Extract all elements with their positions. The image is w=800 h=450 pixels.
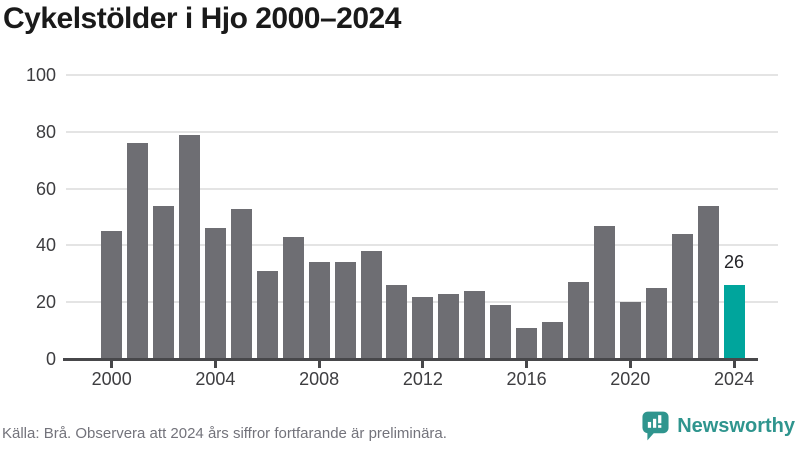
x-tick-label-2004: 2004 xyxy=(195,369,236,389)
footer: Källa: Brå. Observera att 2024 års siffr… xyxy=(0,408,800,450)
x-tick-2008 xyxy=(317,360,321,368)
bar-2020 xyxy=(619,302,641,359)
bar-2019 xyxy=(593,225,615,359)
bar-2001 xyxy=(127,143,149,359)
gridline-100 xyxy=(66,74,778,76)
bar-2008 xyxy=(308,262,330,359)
bar-2007 xyxy=(282,236,304,359)
x-tick-label-2008: 2008 xyxy=(299,369,340,389)
x-tick-2016 xyxy=(525,360,529,368)
bar-2024 xyxy=(723,285,745,359)
gridline-40 xyxy=(66,244,778,247)
bar-2002 xyxy=(153,205,175,359)
y-tick-label-100: 100 xyxy=(25,65,56,85)
bar-2004 xyxy=(204,228,226,359)
brand-name: Newsworthy xyxy=(677,414,795,437)
y-tick-label-60: 60 xyxy=(35,178,56,199)
bar-2016 xyxy=(516,327,538,359)
bar-2005 xyxy=(230,208,252,359)
x-axis-line xyxy=(63,357,758,361)
x-tick-2012 xyxy=(421,360,425,368)
bar-2006 xyxy=(256,271,278,359)
x-tick-2000 xyxy=(110,360,114,368)
bar-2021 xyxy=(645,288,667,359)
y-tick-label-80: 80 xyxy=(35,121,56,142)
bar-2015 xyxy=(490,305,512,359)
bar-2010 xyxy=(360,251,382,359)
x-tick-2004 xyxy=(213,360,217,368)
chart-title: Cykelstölder i Hjo 2000–2024 xyxy=(3,2,401,35)
bar-2018 xyxy=(567,282,589,359)
bar-2009 xyxy=(334,262,356,359)
x-tick-label-2024: 2024 xyxy=(713,369,755,389)
bar-chart-speech-bubble-icon xyxy=(642,411,669,441)
bar-2000 xyxy=(101,231,123,359)
bar-2014 xyxy=(464,290,486,359)
x-tick-label-2012: 2012 xyxy=(402,369,443,389)
x-tick-label-2020: 2020 xyxy=(610,369,651,389)
y-tick-label-0: 0 xyxy=(45,349,56,369)
bar-2013 xyxy=(438,293,460,359)
source-note: Källa: Brå. Observera att 2024 års siffr… xyxy=(2,425,447,442)
gridline-80 xyxy=(66,130,778,133)
bar-2011 xyxy=(386,285,408,359)
bar-2023 xyxy=(697,205,719,359)
x-tick-label-2000: 2000 xyxy=(91,369,132,389)
bar-2003 xyxy=(179,134,200,359)
gridline-60 xyxy=(66,187,778,190)
x-tick-2024 xyxy=(732,360,736,368)
y-tick-label-40: 40 xyxy=(35,235,56,256)
bar-2017 xyxy=(542,322,563,359)
bar-2022 xyxy=(671,234,693,359)
y-tick-label-20: 20 xyxy=(35,292,56,313)
highlight-value-label: 26 xyxy=(724,252,745,273)
bar-2012 xyxy=(412,296,434,359)
newsworthy-logo-link[interactable]: Newsworthy xyxy=(642,411,795,441)
x-tick-2020 xyxy=(628,360,632,368)
x-tick-label-2016: 2016 xyxy=(506,369,547,389)
